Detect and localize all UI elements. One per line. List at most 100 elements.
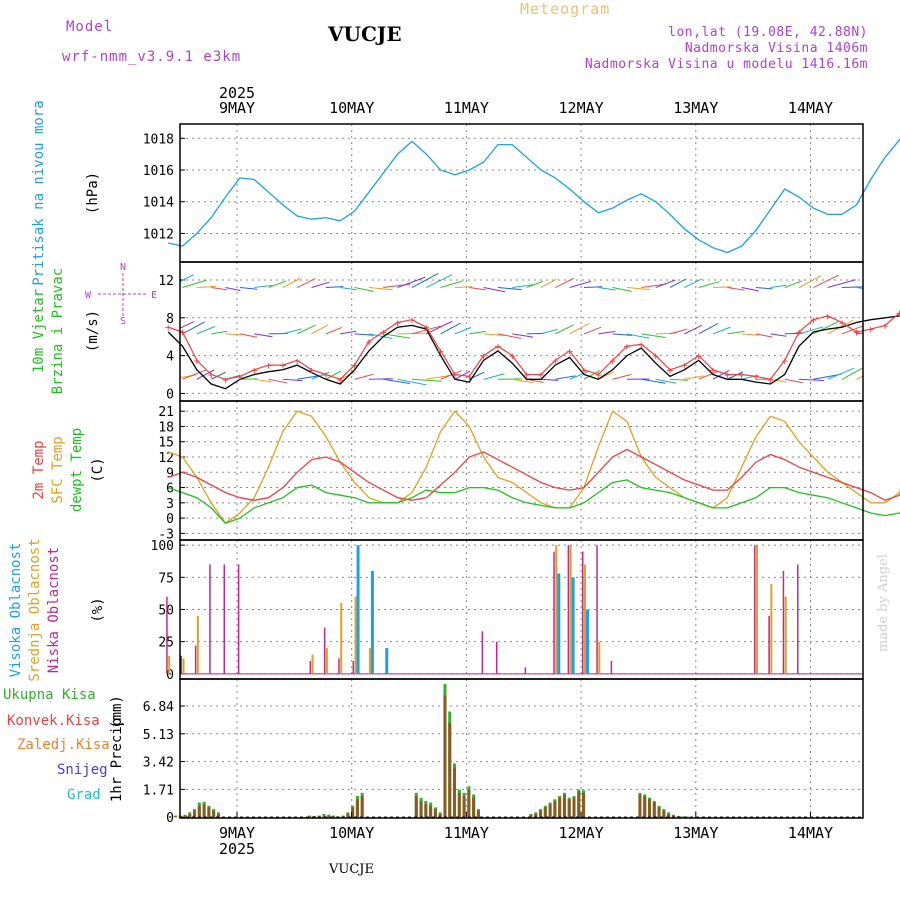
wind-arrow (483, 333, 506, 336)
mid-cloud-bar (368, 648, 371, 674)
gust-marker: + (566, 345, 573, 358)
precip-convective-bar (188, 813, 192, 818)
wind-arrow (440, 322, 461, 335)
mid-cloud-bar (168, 655, 171, 674)
gust-marker: + (853, 326, 860, 339)
gust-marker: + (681, 359, 688, 372)
wind-arrow (871, 372, 900, 379)
wind-arrow (583, 286, 603, 289)
wind-arrow (712, 370, 730, 380)
wind-arrow (770, 284, 787, 289)
low-cloud-bar (797, 564, 799, 674)
model-elevation: Nadmorska Visina u modelu 1416.16m (584, 57, 868, 72)
wind-arrow (669, 378, 688, 381)
y-tick-label: 21 (158, 405, 174, 420)
gust-marker: + (323, 369, 330, 382)
low-cloud-bar (782, 570, 785, 674)
product-title: Meteogram (520, 0, 611, 18)
precip-convective-bar (462, 796, 466, 818)
footer-station: VUCJE (329, 862, 374, 877)
mid-cloud-bar (583, 564, 586, 674)
precip-convective-bar (429, 805, 433, 818)
precip-convective-bar (351, 807, 355, 818)
low-cloud-bar (768, 615, 770, 674)
low-cloud-bar (553, 551, 555, 674)
wind-arrow (698, 281, 720, 289)
precip-convective-bar (667, 813, 671, 818)
gust-marker: + (767, 373, 774, 386)
gust-marker: + (294, 354, 301, 367)
wind-arrow (340, 371, 356, 380)
precip-convective-bar (414, 796, 418, 818)
wind-arrow (741, 333, 759, 336)
wind-arrow (311, 324, 329, 335)
gust-marker: + (437, 345, 444, 358)
wind-arrow (698, 370, 719, 380)
wind-arrow (885, 288, 900, 290)
gust-marker: + (624, 340, 631, 353)
y-tick-label: 100 (151, 539, 174, 554)
precip-convective-bar (355, 799, 359, 818)
high-cloud-bar (557, 573, 561, 674)
wind-arrow (311, 281, 330, 289)
wind-arrow (612, 287, 632, 292)
gust-marker: + (882, 319, 889, 332)
precip-legend-item: Ukupna Kisa (3, 687, 96, 703)
high-cloud-bar (385, 648, 389, 674)
wind-arrow (297, 375, 318, 380)
wind-arrow (225, 287, 241, 292)
precip-convective-bar (662, 810, 666, 818)
low-cloud-bar (352, 660, 355, 674)
precip-convective-bar (567, 799, 571, 818)
wind-speed-line (167, 315, 900, 390)
precip-convective-bar (652, 802, 656, 818)
precip-convective-bar (419, 800, 423, 818)
precip-convective-bar (671, 815, 675, 818)
wind-arrow (268, 280, 287, 288)
y-tick-label: 1012 (143, 227, 174, 242)
precip-legend-item: Grad (67, 787, 101, 803)
mid-cloud-bar (555, 545, 558, 674)
wind-arrow (268, 378, 288, 384)
precip-convective-bar (643, 796, 647, 818)
wind-arrow (727, 371, 744, 380)
y-tick-label: 50 (158, 604, 174, 619)
low-cloud-axis-title: Niska Oblacnost (46, 547, 62, 673)
wind-arrow (770, 378, 787, 383)
low-cloud-bar (309, 660, 312, 674)
year-label-bottom: 2025 (219, 840, 255, 858)
wind-arrow (512, 378, 534, 384)
y-tick-label: 12 (158, 451, 174, 466)
precip-axis-unit: (mm) (109, 695, 125, 729)
gust-marker: + (165, 321, 172, 334)
gust-marker: + (781, 354, 788, 367)
precip-convective-bar (657, 807, 661, 818)
dewpoint-line (167, 479, 900, 524)
wind-arrow (296, 277, 316, 288)
precip-axis-title: 1hr Precip (109, 718, 125, 802)
wind-arrow (354, 333, 375, 336)
precip-convective-bar (346, 813, 350, 818)
precip-convective-bar (322, 815, 326, 818)
wind-arrow (598, 330, 616, 335)
day-label-bottom: 13MAY (673, 824, 718, 842)
wind-arrow (755, 287, 773, 290)
wind-arrow (497, 333, 522, 339)
y-tick-label: 0 (166, 668, 174, 683)
temp-axis-unit: (C) (90, 457, 106, 482)
wind-arrow (784, 378, 803, 384)
gust-marker: + (896, 307, 900, 320)
wind-compass-icon: N W E S (85, 262, 157, 327)
y-tick-label: 6 (166, 482, 174, 497)
mid-cloud-bar (784, 596, 787, 674)
model-label: Model (66, 19, 114, 35)
wind-arrow (397, 276, 426, 288)
gust-marker: + (208, 369, 215, 382)
wind-arrow (755, 333, 773, 338)
wind-arrow (655, 378, 677, 384)
gust-marker: + (423, 321, 430, 334)
day-label-bottom: 9MAY (219, 824, 255, 842)
gust-marker: + (308, 364, 315, 377)
wind-arrow (555, 375, 576, 380)
wind-arrow (469, 287, 486, 291)
